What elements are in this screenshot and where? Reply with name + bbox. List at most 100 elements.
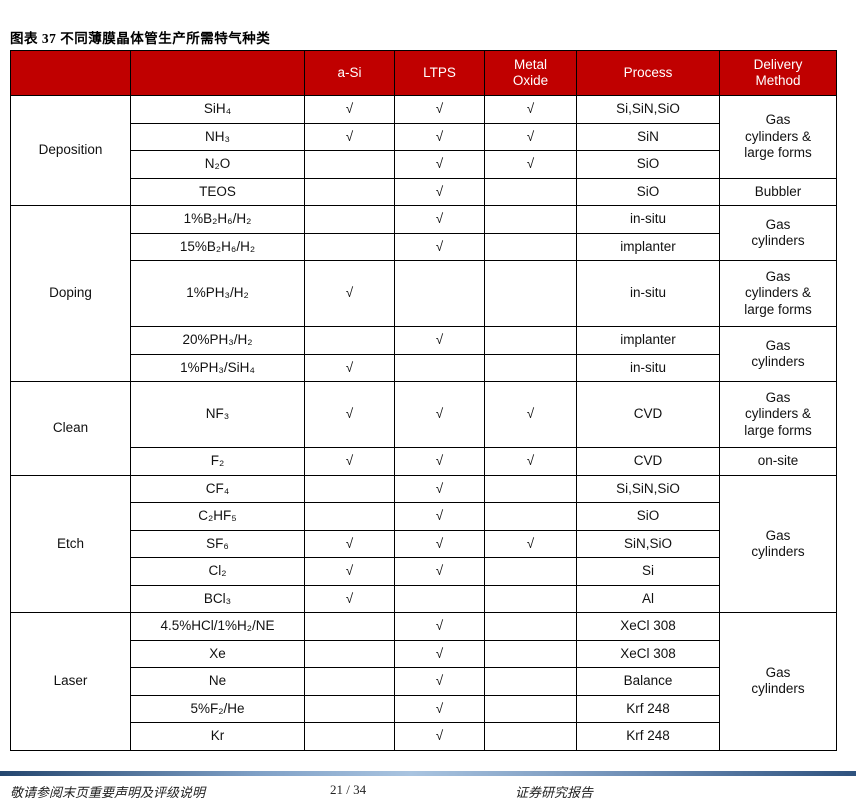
header-cell-delivery-method: Delivery Method [719,50,837,96]
process-cell: Krf 248 [576,722,720,751]
table-row: Clean NF₃ √ √ √ CVD Gas cylinders & large form… [10,381,837,476]
process-cell: implanter [576,326,720,355]
check-cell-a-si [304,502,395,531]
table-row: F₂ √ √ √ CVD on-site [11,447,837,476]
check-cell-ltps: √ [394,502,485,531]
check-cell-a-si: √ [304,584,395,613]
table-header: a-Si LTPS Metal Oxide Process Delivery Metho… [10,50,837,96]
table-row: Etch CF₄ √ Si,SiN,SiO Gas cylinders [10,474,837,613]
table-row: 15%B₂H₆/H₂ √ implanter [11,232,837,261]
check-cell-a-si: √ [304,447,395,476]
check-cell-ltps: √ [394,95,485,124]
gas-cell: Cl₂ [130,557,305,586]
check-cell-metal-oxide [484,177,577,206]
process-cell: Balance [576,667,720,696]
gas-cell: SF₆ [130,529,305,558]
table-row: 20%PH₃/H₂ √ implanter Gas cylinders [11,326,837,382]
delivery-cell: Gas cylinders [719,612,837,751]
check-cell-ltps: √ [394,447,485,476]
header-cell-process: Process [576,50,720,96]
delivery-cell: Gas cylinders [719,326,837,382]
check-cell-ltps: √ [394,667,485,696]
table-row: NH₃ √ √ √ SiN [11,122,837,151]
delivery-cell: Gas cylinders [719,474,837,613]
gas-cell: N₂O [130,150,305,179]
gas-cell: NH₃ [130,122,305,151]
gas-cell: 1%B₂H₆/H₂ [130,205,305,234]
check-cell-metal-oxide [484,639,577,668]
process-cell: Krf 248 [576,694,720,723]
process-cell: CVD [576,447,720,476]
gas-cell: 1%PH₃/H₂ [130,260,305,327]
check-cell-ltps: √ [394,232,485,261]
table-row: TEOS √ SiO Bubbler [11,177,837,206]
check-cell-a-si [304,722,395,751]
process-cell: Al [576,584,720,613]
table-row: Deposition SiH₄ √ √ √ Si,SiN,SiO Gas cylinders… [10,95,837,206]
check-cell-a-si [304,639,395,668]
header-row: a-Si LTPS Metal Oxide Process Delivery Metho… [10,50,837,96]
delivery-cell: Gas cylinders & large forms [719,381,837,448]
delivery-cell: Gas cylinders [719,205,837,261]
table-row: 1%PH₃/SiH₄ √ in-situ [11,353,837,382]
category-cell-clean: Clean [10,381,131,476]
process-cell: SiN [576,122,720,151]
gas-cell: CF₄ [130,474,305,503]
gas-cell: 15%B₂H₆/H₂ [130,232,305,261]
check-cell-metal-oxide [484,474,577,503]
gas-cell: TEOS [130,177,305,206]
gas-cell: BCl₃ [130,584,305,613]
gas-cell: Ne [130,667,305,696]
check-cell-ltps: √ [394,474,485,503]
process-cell: Si,SiN,SiO [576,95,720,124]
table-row: 1%PH₃/H₂ √ in-situ Gas cylinders & large fo… [11,260,837,327]
process-cell: SiO [576,150,720,179]
header-cell-a-si: a-Si [304,50,395,96]
gas-cell: C₂HF₅ [130,502,305,531]
gas-cell: NF₃ [130,381,305,448]
check-cell-metal-oxide [484,353,577,382]
check-cell-metal-oxide [484,694,577,723]
check-cell-a-si [304,474,395,503]
check-cell-metal-oxide: √ [484,150,577,179]
check-cell-a-si [304,694,395,723]
check-cell-metal-oxide [484,722,577,751]
delivery-cell: on-site [719,447,837,476]
table-row: Kr √ Krf 248 [11,722,837,751]
check-cell-metal-oxide: √ [484,95,577,124]
check-cell-metal-oxide [484,232,577,261]
check-cell-metal-oxide [484,205,577,234]
check-cell-a-si [304,667,395,696]
check-cell-ltps: √ [394,639,485,668]
check-cell-metal-oxide [484,667,577,696]
table-row: Doping 1%B₂H₆/H₂ √ in-situ Gas cylinders [10,205,837,382]
header-cell-blank-0 [10,50,131,96]
process-cell: XeCl 308 [576,612,720,641]
gas-cell: 1%PH₃/SiH₄ [130,353,305,382]
header-cell-ltps: LTPS [394,50,485,96]
check-cell-ltps [394,353,485,382]
table-row: N₂O √ √ SiO [11,150,837,179]
check-cell-a-si [304,150,395,179]
process-cell: SiN,SiO [576,529,720,558]
table-row: BCl₃ √ Al [11,584,837,613]
check-cell-ltps: √ [394,122,485,151]
check-cell-ltps [394,260,485,327]
category-cell-doping: Doping [10,205,131,382]
check-cell-metal-oxide: √ [484,122,577,151]
check-cell-ltps: √ [394,150,485,179]
check-cell-a-si: √ [304,122,395,151]
category-cell-deposition: Deposition [10,95,131,206]
check-cell-ltps: √ [394,694,485,723]
process-cell: Si [576,557,720,586]
check-cell-ltps [394,584,485,613]
header-cell-metal-oxide: Metal Oxide [484,50,577,96]
table-row: Xe √ XeCl 308 [11,639,837,668]
check-cell-metal-oxide [484,260,577,327]
gas-cell: 20%PH₃/H₂ [130,326,305,355]
check-cell-a-si [304,177,395,206]
table-row: Ne √ Balance [11,667,837,696]
check-cell-metal-oxide [484,502,577,531]
delivery-cell: Gas cylinders & large forms [719,95,837,179]
check-cell-metal-oxide: √ [484,447,577,476]
